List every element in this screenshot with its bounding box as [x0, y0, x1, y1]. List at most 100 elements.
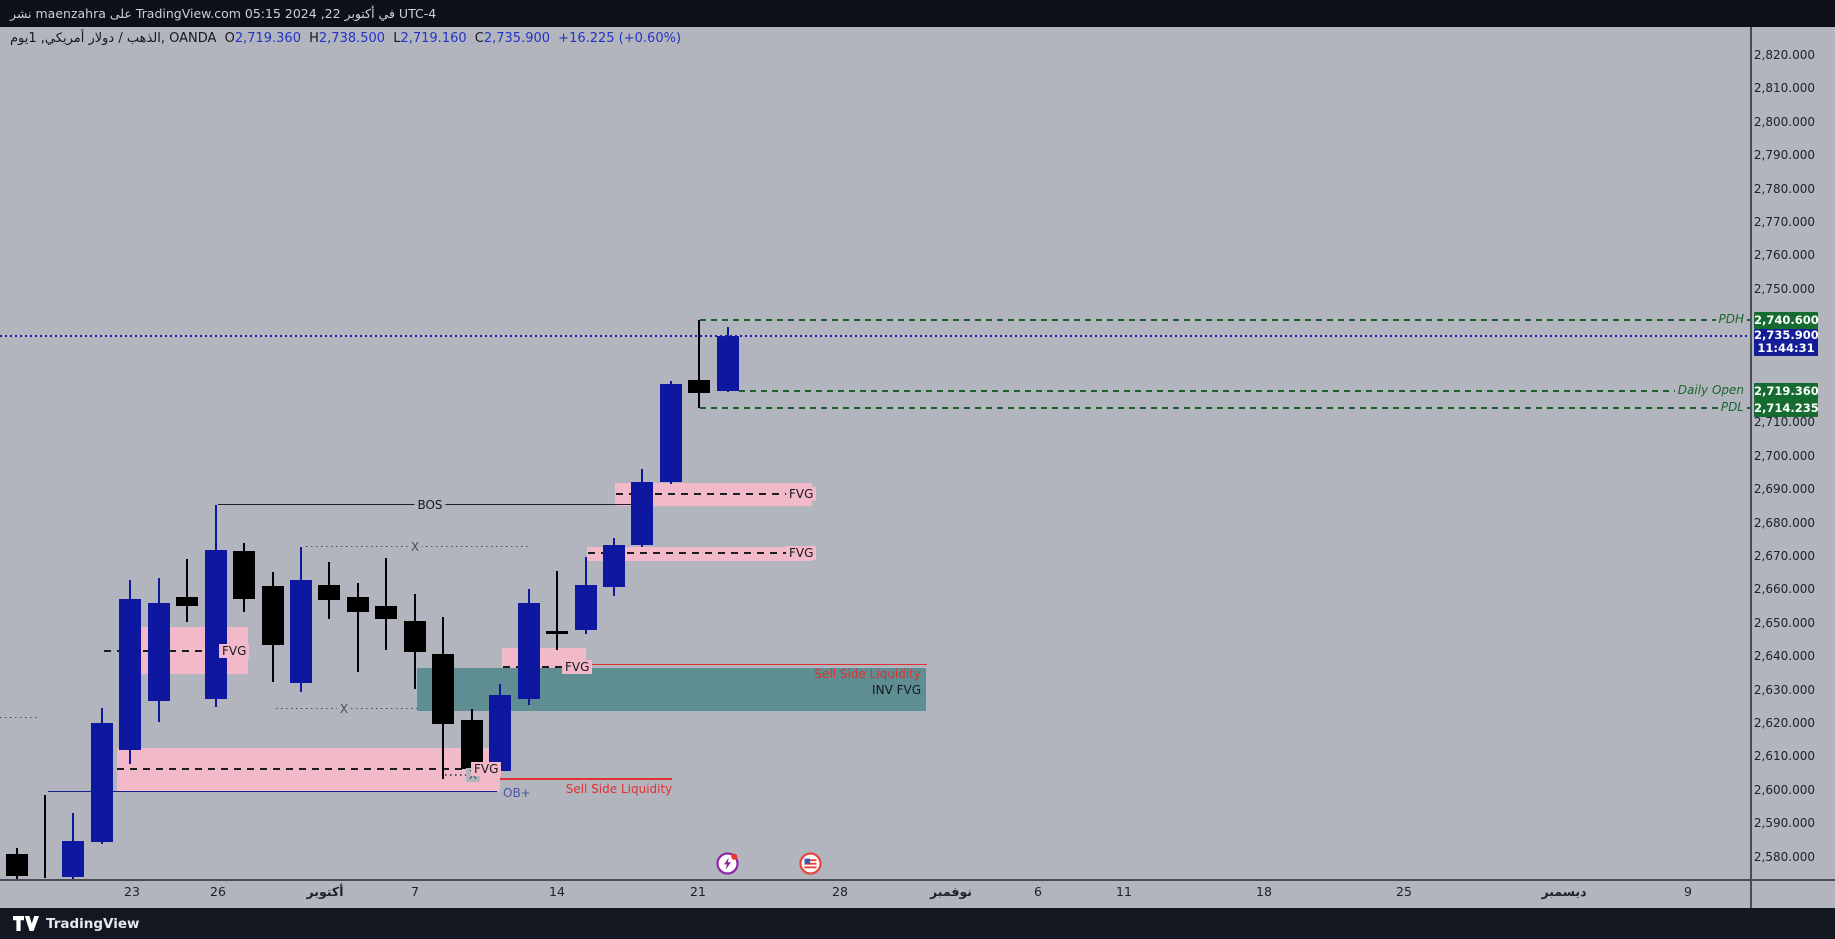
price-tick-2790: 2,790.000 — [1753, 148, 1815, 163]
candle-body-2024-10-16 — [602, 545, 625, 588]
sell-side-liquidity-upper-line — [587, 663, 927, 666]
fvg-mid-dash — [503, 665, 585, 668]
sell-side-liquidity-upper-label: Sell Side Liquidity — [814, 666, 921, 681]
change-value: +16.225 (+0.60%) — [558, 31, 682, 46]
candle-body-2024-10-04 — [375, 606, 398, 620]
pdl-badge: 2,714.235 — [1754, 400, 1819, 417]
pdh-line — [700, 319, 1750, 322]
price-tick-2800: 2,800.000 — [1753, 114, 1815, 129]
price-tick-2770: 2,770.000 — [1753, 215, 1815, 229]
pdh-label: PDH — [1715, 312, 1747, 327]
candle-body-2024-10-15 — [574, 585, 597, 631]
fvg-right-lower-dash — [588, 551, 810, 554]
close-value: 2,735.900 — [483, 31, 551, 46]
time-tick-6: 6 — [1034, 884, 1042, 899]
price-tick-2580: 2,580.000 — [1753, 849, 1815, 864]
candle-body-2024-10-07 — [403, 621, 426, 653]
publish-info-text: نشر maenzahra على TradingView.com في أكت… — [10, 6, 437, 21]
candle-wick-2024-10-03 — [356, 583, 359, 673]
time-tick-25: 25 — [1396, 884, 1412, 899]
fvg-left-label: FVG — [219, 643, 250, 658]
time-tick-11: 11 — [1116, 884, 1132, 899]
fvg-bottom-label: FVG — [471, 762, 502, 777]
price-tick-2680: 2,680.000 — [1753, 515, 1815, 530]
time-tick-9: 9 — [1684, 884, 1692, 899]
current-price-line — [0, 334, 1750, 337]
candle-body-2024-09-25 — [176, 597, 199, 607]
price-tick-2780: 2,780.000 — [1753, 181, 1815, 196]
candle-body-2024-09-17 — [5, 853, 28, 877]
daily-open-label: Daily Open — [1674, 383, 1747, 398]
ob-plus-label: OB+ — [503, 786, 531, 801]
candle-body-2024-10-21 — [688, 380, 711, 394]
candle-body-2024-10-14 — [546, 631, 569, 635]
pdl-line — [700, 407, 1750, 410]
current-price-value: 2,735.900 — [1754, 327, 1819, 342]
candle-wick-2024-10-04 — [385, 558, 388, 651]
candle-body-2024-10-17 — [631, 482, 654, 546]
pdl-label: PDL — [1717, 400, 1747, 415]
time-tick-أكتوبر: أكتوبر — [306, 884, 344, 899]
fvg-mid-label: FVG — [562, 659, 593, 674]
candle-body-2024-10-01 — [290, 580, 312, 684]
price-tick-2630: 2,630.000 — [1753, 682, 1815, 697]
candle-body-2024-10-03 — [346, 597, 369, 613]
price-tick-2820: 2,820.000 — [1753, 48, 1815, 62]
price-tick-2610: 2,610.000 — [1753, 749, 1815, 764]
open-label: O — [224, 31, 235, 46]
bos-label: BOS — [414, 497, 446, 512]
symbol-ohlc-bar: الذهب / دولار أمريكي, 1يوم, OANDA O2,719… — [10, 31, 685, 46]
time-tick-ديسمبر: ديسمبر — [1541, 884, 1587, 899]
candle-body-2024-10-09 — [460, 720, 483, 770]
low-value: 2,719.160 — [400, 31, 467, 46]
price-tick-2650: 2,650.000 — [1753, 615, 1815, 630]
time-axis[interactable]: 23 26 أكتوبر 7 14 21 28 نوفمبر 6 11 18 25 ديسمبر 9 — [0, 881, 1835, 908]
time-tick-21: 21 — [690, 884, 706, 899]
candle-body-2024-10-22 — [716, 335, 739, 392]
footer-bar: TradingView — [0, 908, 1835, 939]
time-tick-28: 28 — [832, 884, 848, 899]
tradingview-brand-text[interactable]: TradingView — [46, 915, 140, 932]
price-tick-2600: 2,600.000 — [1753, 782, 1815, 797]
time-tick-23: 23 — [124, 884, 140, 899]
open-value: 2,719.360 — [234, 31, 301, 46]
price-tick-2640: 2,640.000 — [1753, 649, 1815, 664]
candle-body-2024-09-24 — [147, 603, 170, 702]
time-axis-separator — [0, 879, 1835, 881]
bar-countdown: 11:44:31 — [1757, 341, 1815, 356]
publish-info-bar: نشر maenzahra على TradingView.com في أكت… — [0, 0, 1835, 27]
time-tick-7: 7 — [411, 884, 419, 899]
candle-wick-2024-09-18 — [43, 795, 46, 879]
candle-body-2024-09-20 — [90, 723, 113, 842]
price-tick-2670: 2,670.000 — [1753, 549, 1815, 563]
time-tick-14: 14 — [549, 884, 565, 899]
price-tick-2660: 2,660.000 — [1753, 582, 1815, 597]
symbol-title: الذهب / دولار أمريكي, 1يوم, OANDA — [10, 31, 217, 46]
sell-side-liquidity-lower-line — [500, 778, 672, 780]
fvg-right-upper-dash — [616, 492, 810, 495]
price-tick-2760: 2,760.000 — [1753, 248, 1815, 263]
daily-open-badge: 2,719.360 — [1754, 383, 1819, 400]
us-flag-event-icon[interactable] — [798, 851, 823, 880]
pdh-badge: 2,740.600 — [1754, 312, 1819, 329]
tradingview-logo-icon[interactable] — [13, 916, 39, 931]
candle-body-2024-09-23 — [119, 599, 142, 751]
time-tick-نوفمبر: نوفمبر — [930, 884, 972, 899]
price-tick-2750: 2,750.000 — [1753, 281, 1815, 296]
candle-body-2024-10-02 — [318, 585, 341, 601]
candle-body-2024-09-30 — [261, 586, 284, 646]
price-tick-2810: 2,810.000 — [1753, 81, 1815, 96]
price-tick-2620: 2,620.000 — [1753, 716, 1815, 730]
fvg-right-lower-label: FVG — [786, 545, 817, 560]
high-label: H — [309, 31, 319, 46]
low-label: L — [393, 31, 401, 46]
candle-wick-2024-09-25 — [186, 559, 189, 623]
inv-fvg-label: INV FVG — [872, 682, 921, 697]
high-value: 2,738.500 — [318, 31, 386, 46]
flash-event-icon[interactable] — [715, 851, 740, 880]
chart-canvas[interactable]: BOSXXXFVGFVGFVGFVGFVGSell Side Liquidity… — [0, 27, 1750, 880]
fvg-right-upper-label: FVG — [786, 486, 817, 501]
close-label: C — [474, 31, 484, 46]
fvg-left-dash — [104, 649, 246, 652]
candle-wick-2024-10-21 — [698, 320, 701, 409]
